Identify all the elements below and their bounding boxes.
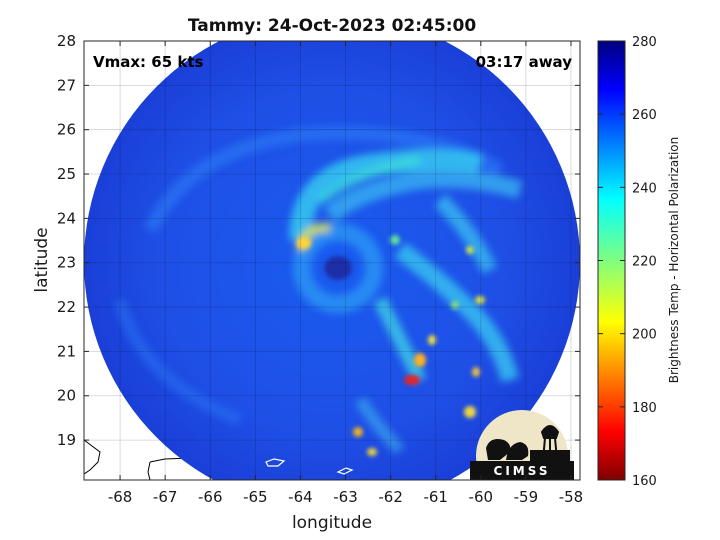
y-tick-label: 25 <box>57 165 76 183</box>
x-tick-label: -64 <box>288 488 313 506</box>
satellite-dish-icon <box>486 439 511 460</box>
water-tower-icon <box>540 425 560 461</box>
colorbar-tick-label: 220 <box>632 255 657 270</box>
x-axis-title: longitude <box>292 513 372 533</box>
chart-title: Tammy: 24-Oct-2023 02:45:00 <box>188 16 476 36</box>
y-axis-title: latitude <box>32 227 52 292</box>
y-tick-label: 28 <box>57 32 76 50</box>
logo-building <box>530 450 570 461</box>
colorbar-tick-label: 180 <box>632 401 657 416</box>
time-away-annotation: 03:17 away <box>476 53 573 71</box>
anguilla-highlight <box>336 467 354 475</box>
x-tick-label: -58 <box>559 488 584 506</box>
y-tick-label: 22 <box>57 298 76 316</box>
x-axis: -68 -67 -66 -65 -64 -63 -62 -61 -60 -59 -58 <box>108 41 583 506</box>
y-tick-label: 27 <box>57 76 76 94</box>
convective-cores <box>297 235 485 456</box>
y-tick-label: 24 <box>57 209 76 227</box>
x-tick-label: -68 <box>108 488 133 506</box>
virgin-islands-highlight <box>265 458 286 467</box>
x-tick-label: -62 <box>378 488 403 506</box>
x-tick-label: -63 <box>333 488 358 506</box>
x-tick-label: -65 <box>243 488 268 506</box>
swath-texture <box>114 126 523 455</box>
colorbar-tick-label: 260 <box>632 108 657 123</box>
colorbar: 160 180 200 220 240 260 280 Brightness Temp - … <box>597 35 681 489</box>
colorbar-tick-label: 280 <box>632 35 657 50</box>
storm-eye <box>324 256 352 280</box>
hispaniola-outline <box>84 439 101 475</box>
colorbar-tick-label: 240 <box>632 181 657 196</box>
y-tick-label: 21 <box>57 342 76 360</box>
plot-frame <box>83 40 581 481</box>
y-tick-label: 20 <box>57 387 76 405</box>
colorbar-tick-label: 200 <box>632 328 657 343</box>
dish-icon-2 <box>506 442 529 460</box>
y-tick-label: 19 <box>57 431 76 449</box>
cimss-logo: CIMSS <box>470 410 574 480</box>
x-tick-label: -66 <box>198 488 223 506</box>
colorbar-ticks: 160 180 200 220 240 260 280 <box>598 35 657 489</box>
x-tick-label: -60 <box>469 488 494 506</box>
microwave-swath <box>84 41 580 480</box>
x-tick-label: -61 <box>423 488 448 506</box>
y-tick-label: 26 <box>57 121 76 139</box>
colorbar-tick-label: 160 <box>632 474 657 489</box>
grid <box>84 41 580 480</box>
y-axis: 19 20 21 22 23 24 25 26 27 28 <box>57 32 580 449</box>
x-tick-label: -59 <box>514 488 539 506</box>
y-tick-label: 23 <box>57 254 76 272</box>
vmax-annotation: Vmax: 65 kts <box>93 53 203 71</box>
logo-banner <box>470 461 574 480</box>
logo-text: CIMSS <box>494 464 551 478</box>
x-tick-label: -67 <box>153 488 178 506</box>
colorbar-title: Brightness Temp - Horizontal Polarizatio… <box>667 137 681 384</box>
